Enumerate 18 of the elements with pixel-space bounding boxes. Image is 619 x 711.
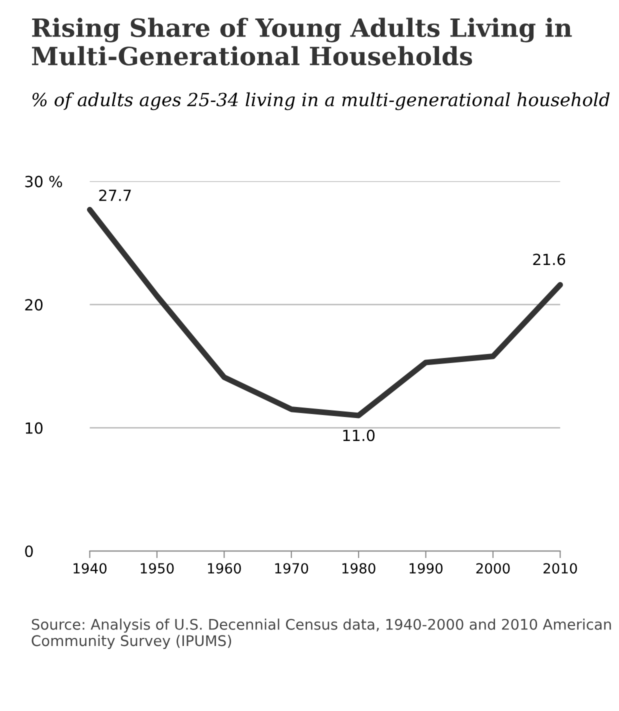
data-label: 27.7 xyxy=(99,190,131,201)
y-tick-label: 30 % xyxy=(25,176,62,188)
y-tick-label: 20 xyxy=(25,299,43,311)
x-tick-label: 1950 xyxy=(140,563,174,574)
source-note: Source: Analysis of U.S. Decennial Census data, 1940-2000 and 2010 American Community Survey (IPUMS) xyxy=(32,618,611,650)
y-tick-label: 10 xyxy=(26,422,43,434)
chart-subtitle: % of adults ages 25-34 living in a multi-generational household xyxy=(32,92,610,110)
x-tick-label: 2000 xyxy=(476,563,510,574)
x-tick-label: 1940 xyxy=(74,563,107,574)
x-tick-label: 1990 xyxy=(410,563,443,574)
y-tick-label: 0 xyxy=(25,545,33,558)
data-label: 11.0 xyxy=(343,430,375,442)
x-tick-label: 2010 xyxy=(544,563,577,574)
chart-title: Rising Share of Young Adults Living in Multi-Generational Households xyxy=(32,18,572,66)
x-tick-label: 1970 xyxy=(275,563,308,574)
x-tick-label: 1980 xyxy=(342,563,376,574)
x-tick-label: 1960 xyxy=(208,563,241,574)
data-label: 21.6 xyxy=(533,254,566,266)
